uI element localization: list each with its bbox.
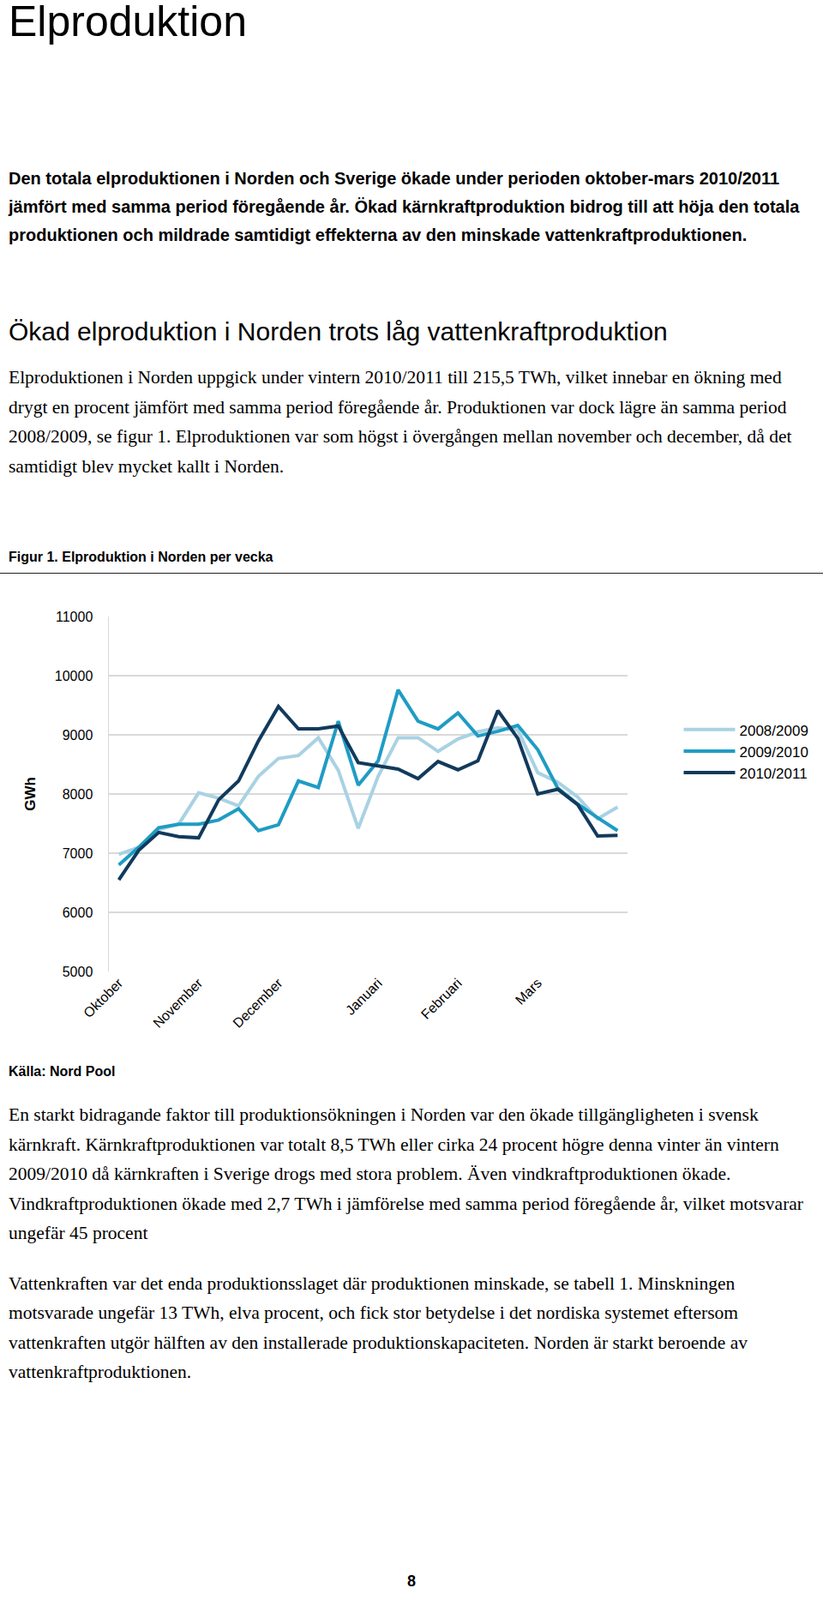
svg-text:Oktober: Oktober: [80, 974, 127, 1021]
html-text:Elproduktionen i Norden uppgic: Elproduktionen i Norden uppgick under vi…: [8, 366, 792, 477]
svg-text:6000: 6000: [62, 905, 94, 920]
html-text:Källa: Nord Pool: Källa: Nord Pool: [8, 1063, 116, 1079]
svg-text:December: December: [229, 974, 286, 1031]
svg-text:5000: 5000: [62, 964, 94, 980]
svg-text:8000: 8000: [62, 786, 94, 802]
svg-text:10000: 10000: [54, 668, 94, 684]
html-text:Ökad elproduktion i Norden tro: Ökad elproduktion i Norden trots låg vat…: [8, 317, 668, 346]
html-text:En starkt bidragande faktor ti: En starkt bidragande faktor till produkt…: [8, 1104, 804, 1244]
svg-text:November: November: [150, 974, 206, 1031]
svg-text:GWh: GWh: [22, 776, 39, 811]
svg-text:Februari: Februari: [418, 975, 465, 1022]
svg-text:2010/2011: 2010/2011: [739, 765, 808, 782]
html-text:8: 8: [407, 1572, 416, 1590]
svg-text:9000: 9000: [62, 727, 94, 743]
svg-text:2009/2010: 2009/2010: [739, 744, 809, 761]
html-text:Figur 1. Elproduktion i Norden: Figur 1. Elproduktion i Norden per vecka: [8, 549, 274, 565]
svg-text:Mars: Mars: [512, 975, 545, 1008]
svg-text:7000: 7000: [62, 846, 94, 861]
svg-text:2008/2009: 2008/2009: [739, 722, 809, 739]
svg-text:Januari: Januari: [342, 975, 385, 1018]
html-text:Vattenkraften var det enda pro: Vattenkraften var det enda produktionssl…: [8, 1272, 748, 1382]
svg-text:11000: 11000: [55, 609, 93, 625]
html-text:Den totala elproduktionen i No: Den totala elproduktionen i Norden och S…: [8, 168, 800, 245]
